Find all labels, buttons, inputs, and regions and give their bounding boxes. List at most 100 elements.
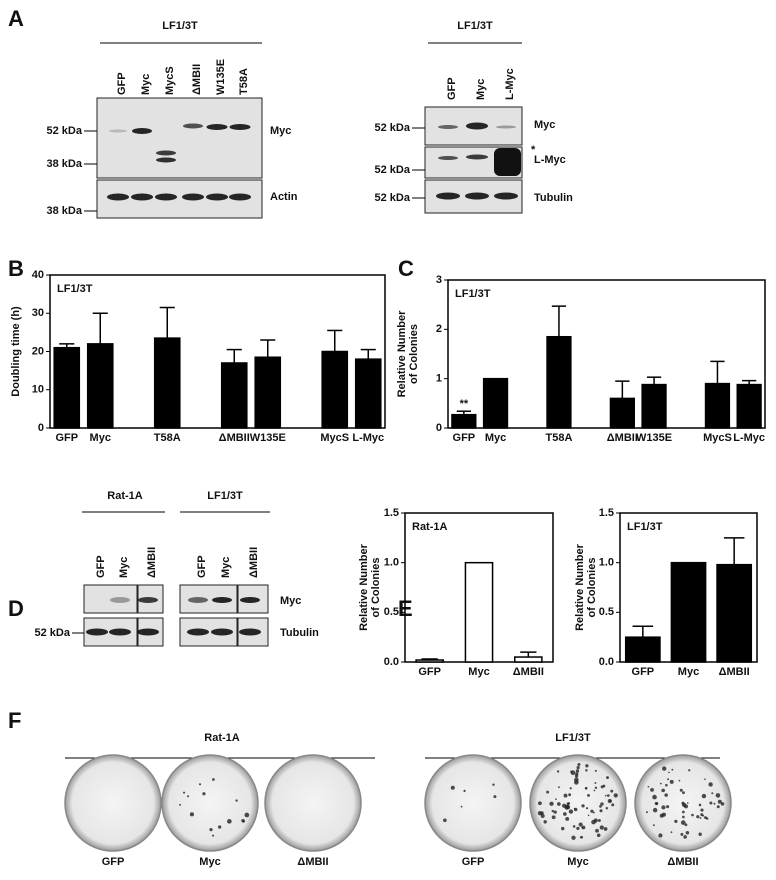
x-tick-label: GFP [632, 666, 655, 678]
colony [568, 793, 572, 797]
y-tick-label: 2 [436, 323, 442, 335]
bar [354, 358, 382, 429]
band [212, 597, 232, 603]
band [137, 628, 159, 636]
colony [682, 815, 685, 819]
bar [670, 561, 707, 663]
colony [595, 828, 599, 833]
band [183, 123, 203, 129]
colony [683, 835, 687, 839]
bar [641, 383, 667, 429]
lane-label: ΔMBII [191, 64, 203, 95]
x-tick-label: GFP [55, 432, 78, 444]
plate [64, 754, 162, 852]
band [138, 597, 158, 603]
colony [227, 819, 232, 824]
colony [244, 812, 250, 818]
colony [557, 786, 560, 789]
marker-label: 52 kDa [35, 627, 71, 639]
colony [450, 785, 455, 790]
colony [661, 788, 665, 793]
band [239, 628, 261, 636]
asterisk: * [531, 144, 536, 156]
y-axis-label: Relative Number [358, 543, 370, 631]
colony [698, 832, 702, 836]
marker-label: 38 kDa [47, 205, 83, 217]
colony [555, 798, 557, 800]
colony [671, 768, 674, 771]
lane-label: GFP [446, 77, 458, 100]
colony [463, 789, 466, 793]
colony [537, 810, 543, 816]
colony [551, 809, 554, 813]
panel-label: B [8, 256, 24, 281]
colony [576, 826, 580, 830]
colony [680, 820, 686, 825]
lane-label: Myc [118, 557, 130, 578]
band [438, 156, 458, 160]
y-axis-label: of Colonies [370, 558, 382, 618]
colony [556, 770, 560, 773]
colony [698, 803, 702, 807]
colony [681, 801, 685, 805]
colony [688, 769, 691, 772]
blot-label: Myc [270, 125, 291, 137]
blot-label: Myc [280, 595, 301, 607]
colony [705, 817, 708, 820]
y-axis-label: Relative Number [574, 543, 586, 631]
colony [611, 803, 615, 807]
blot-header: LF1/3T [162, 20, 198, 32]
colony [599, 809, 603, 813]
band [206, 193, 228, 201]
y-axis-label: Doubling time (h) [10, 306, 22, 397]
colony [594, 769, 597, 772]
colony [696, 815, 700, 819]
colony [652, 807, 658, 813]
colony [669, 779, 674, 784]
bar [321, 350, 349, 429]
blot-header: Rat-1A [107, 490, 143, 502]
y-axis-label: Relative Number [396, 310, 408, 398]
colony [609, 800, 612, 803]
band [494, 192, 518, 200]
band [211, 628, 233, 636]
chart-annotation: LF1/3T [455, 288, 491, 300]
colony [599, 825, 604, 830]
blot-label: Myc [534, 119, 555, 131]
colony [603, 827, 608, 831]
colony [700, 808, 704, 812]
colony [551, 815, 556, 820]
y-tick-label: 40 [32, 269, 44, 281]
colony [686, 802, 689, 804]
y-axis-label: of Colonies [586, 558, 598, 618]
colony [662, 766, 667, 771]
band [496, 125, 516, 129]
bar [464, 561, 494, 663]
blot-label: Tubulin [280, 627, 319, 639]
colony [209, 828, 213, 832]
colony [565, 804, 571, 810]
colony [572, 825, 576, 828]
colony [716, 805, 720, 809]
colony [570, 770, 576, 776]
lane-label: ΔMBII [248, 547, 260, 578]
marker-label: 52 kDa [375, 192, 411, 204]
colony [701, 793, 707, 799]
panel-label: D [8, 596, 24, 621]
bar [704, 382, 731, 429]
colony [580, 835, 583, 839]
colony [594, 786, 598, 790]
colony [664, 793, 668, 797]
lane-label: Myc [475, 79, 487, 100]
band [132, 128, 152, 134]
lane-label: W135E [215, 59, 227, 95]
band [131, 193, 153, 201]
x-tick-label: W135E [636, 432, 672, 444]
y-tick-label: 0 [38, 422, 44, 434]
plot-frame [447, 279, 766, 429]
colony [605, 807, 609, 810]
bar [254, 356, 282, 429]
plate-header: Rat-1A [204, 732, 240, 744]
bar-label: ** [460, 398, 469, 410]
colony [591, 819, 596, 825]
